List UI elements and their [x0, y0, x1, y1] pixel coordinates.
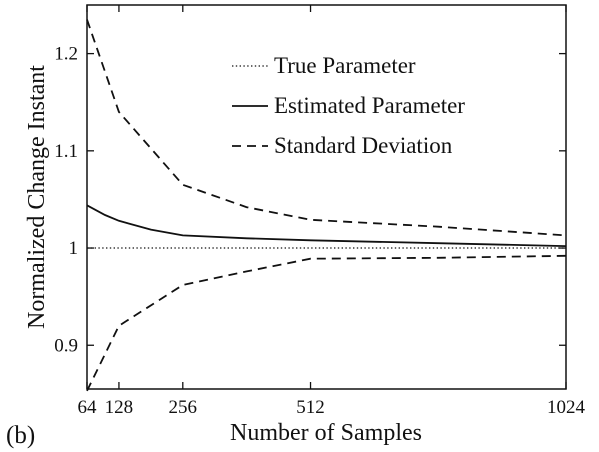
- x-tick-label: 256: [169, 397, 198, 418]
- x-tick-label: 512: [296, 397, 325, 418]
- series-line-2: [86, 19, 567, 237]
- legend-label: Estimated Parameter: [274, 93, 465, 118]
- x-tick-label: 128: [105, 397, 134, 418]
- y-tick-label: 0.9: [54, 335, 78, 356]
- series-layer: [86, 19, 567, 392]
- panel-label: (b): [6, 422, 35, 449]
- y-tick-label: 1: [69, 238, 79, 259]
- series-line-3: [86, 254, 567, 392]
- x-tick-label: 64: [78, 397, 98, 418]
- plot-frame: [86, 4, 567, 390]
- y-axis: 0.9 1 1.1 1.2: [54, 44, 566, 356]
- series-line-1: [86, 204, 567, 247]
- y-axis-label: Normalized Change Instant: [24, 65, 50, 329]
- y-tick-label: 1.1: [54, 141, 78, 162]
- x-axis-label: Number of Samples: [230, 420, 422, 446]
- legend-label: True Parameter: [274, 53, 416, 78]
- y-tick-label: 1.2: [54, 44, 78, 65]
- x-tick-label: 1024: [547, 397, 586, 418]
- legend-label: Standard Deviation: [274, 133, 453, 158]
- legend: True Parameter Estimated Parameter Standar…: [232, 53, 465, 158]
- x-axis: 64 128 256 512 1024: [78, 5, 586, 418]
